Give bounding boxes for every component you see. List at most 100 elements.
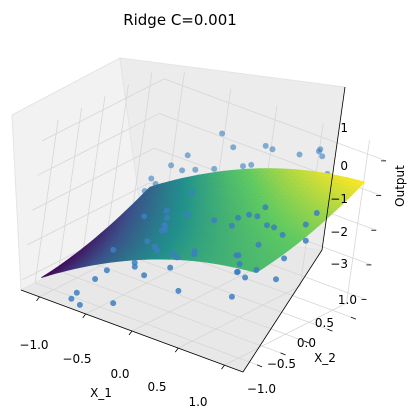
data-point xyxy=(269,146,276,153)
data-point xyxy=(191,248,198,255)
x-tick-label: −0.5 xyxy=(62,352,91,366)
data-point xyxy=(131,259,138,266)
y-tick xyxy=(327,328,333,332)
y-axis-label: X_2 xyxy=(314,351,336,365)
data-point xyxy=(167,264,174,271)
x-tick xyxy=(36,296,40,302)
data-point xyxy=(174,254,180,261)
data-point xyxy=(110,300,117,307)
x-tick-label: −1.0 xyxy=(19,338,48,352)
z-tick-label: −3 xyxy=(330,257,348,271)
y-tick-label: −1.0 xyxy=(247,382,276,396)
ridge-surface xyxy=(41,168,366,278)
data-point xyxy=(281,255,288,262)
data-point xyxy=(240,163,246,170)
grid-line xyxy=(27,182,150,246)
data-point xyxy=(230,144,237,151)
x-tick-label: 0.5 xyxy=(147,380,166,394)
data-point xyxy=(73,289,80,296)
data-point xyxy=(262,142,269,149)
data-point xyxy=(92,276,99,282)
data-point xyxy=(110,246,117,253)
data-point xyxy=(164,214,171,221)
grid-line xyxy=(81,258,305,342)
data-point xyxy=(103,267,110,274)
x-tick xyxy=(128,330,133,336)
z-tick-label: 1 xyxy=(340,121,348,135)
data-point xyxy=(68,295,75,302)
y-tick-label: 0.5 xyxy=(315,316,334,330)
data-point xyxy=(76,301,83,308)
data-point xyxy=(148,175,155,182)
y-tick-label: −0.5 xyxy=(267,357,296,371)
data-point xyxy=(248,161,255,168)
x-tick-label: 0.0 xyxy=(110,367,129,381)
data-point xyxy=(262,204,269,211)
data-point xyxy=(242,274,249,281)
data-point xyxy=(296,151,303,158)
data-point xyxy=(168,162,175,169)
data-point xyxy=(188,189,195,196)
data-point xyxy=(211,165,218,172)
data-point xyxy=(255,241,262,248)
x-tick xyxy=(82,313,87,319)
y-tick xyxy=(280,352,286,356)
z-tick-label: 0 xyxy=(340,159,348,173)
z-axis-label: Output xyxy=(393,165,407,207)
grid-line xyxy=(163,78,387,162)
z-axis-line xyxy=(321,86,346,251)
data-point xyxy=(315,148,322,155)
grid-line xyxy=(58,107,82,271)
data-point xyxy=(273,276,279,283)
data-point xyxy=(233,252,240,259)
data-point xyxy=(175,287,182,294)
grid-line xyxy=(32,147,155,211)
x-axis-label: X_1 xyxy=(90,386,112,400)
grid-line xyxy=(41,78,165,142)
data-point xyxy=(302,221,309,228)
data-point xyxy=(163,207,170,214)
data-point xyxy=(319,153,326,160)
z-tick-label: −1 xyxy=(330,192,348,206)
y-tick xyxy=(303,340,310,344)
data-point xyxy=(141,272,148,279)
data-point xyxy=(253,266,260,273)
data-point xyxy=(219,130,226,137)
data-point xyxy=(236,261,243,267)
data-point xyxy=(141,213,148,220)
data-point xyxy=(264,222,270,229)
data-point xyxy=(144,238,151,245)
tick-marks xyxy=(36,160,387,370)
x-tick xyxy=(221,364,225,370)
x-tick-label: 1.0 xyxy=(188,395,207,409)
data-point xyxy=(184,211,191,218)
x-tick xyxy=(174,347,179,353)
y-tick-label: 0.0 xyxy=(297,336,316,350)
data-point xyxy=(271,224,277,231)
data-point xyxy=(228,222,235,229)
data-point xyxy=(234,269,240,275)
data-point xyxy=(179,167,186,174)
data-point xyxy=(313,210,320,216)
data-point xyxy=(131,263,138,270)
data-point xyxy=(302,237,309,244)
data-point xyxy=(162,226,169,233)
y-tick-label: 1.0 xyxy=(338,293,357,307)
data-point xyxy=(246,211,253,218)
data-point xyxy=(184,152,191,159)
grid-line xyxy=(34,119,59,283)
grid-line xyxy=(105,246,328,330)
y-axis-line xyxy=(242,249,323,373)
data-point xyxy=(228,293,235,300)
grid-line xyxy=(58,270,281,354)
grid-line xyxy=(346,140,370,304)
data-point xyxy=(192,166,199,173)
data-point xyxy=(254,213,261,220)
grid-line xyxy=(81,95,106,260)
data-point xyxy=(235,214,241,221)
data-point xyxy=(162,222,169,229)
data-point xyxy=(151,243,158,250)
y-tick xyxy=(350,316,357,320)
chart-title: Ridge C=0.001 xyxy=(123,11,237,29)
